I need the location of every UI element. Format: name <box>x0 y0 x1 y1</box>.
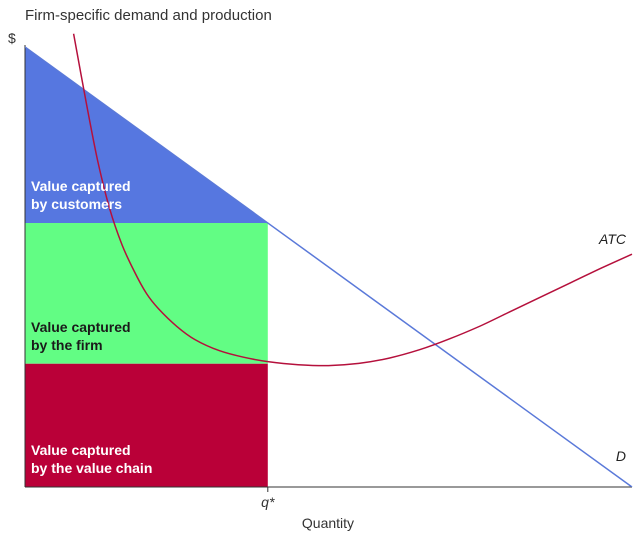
region-label-1-line-1: by the firm <box>31 337 103 353</box>
y-axis-label: $ <box>8 30 16 46</box>
region-label-2-line-0: Value captured <box>31 442 131 458</box>
region-by-the-value-chain <box>25 363 268 487</box>
series-label-atc: ATC <box>598 231 627 247</box>
chart-title: Firm-specific demand and production <box>25 7 272 24</box>
series-layer <box>25 33 633 487</box>
series-labels-layer: D ATC <box>598 231 627 464</box>
series-label-d: D <box>616 448 626 464</box>
region-label-0-line-0: Value captured <box>31 178 131 194</box>
region-label-1-line-0: Value captured <box>31 319 131 335</box>
x-axis-label: Quantity <box>302 515 354 531</box>
series-d-line <box>25 46 633 487</box>
axes-layer <box>24 45 632 488</box>
ticks-layer: q* <box>261 487 275 510</box>
region-label-2-line-1: by the value chain <box>31 460 152 476</box>
series-atc-line <box>72 33 633 367</box>
region-label-0-line-1: by customers <box>31 196 122 212</box>
regions-layer <box>25 47 268 487</box>
x-tick-label-q: q* <box>261 494 275 510</box>
region-labels-layer: Value captured by customers Value captured… <box>31 178 152 476</box>
